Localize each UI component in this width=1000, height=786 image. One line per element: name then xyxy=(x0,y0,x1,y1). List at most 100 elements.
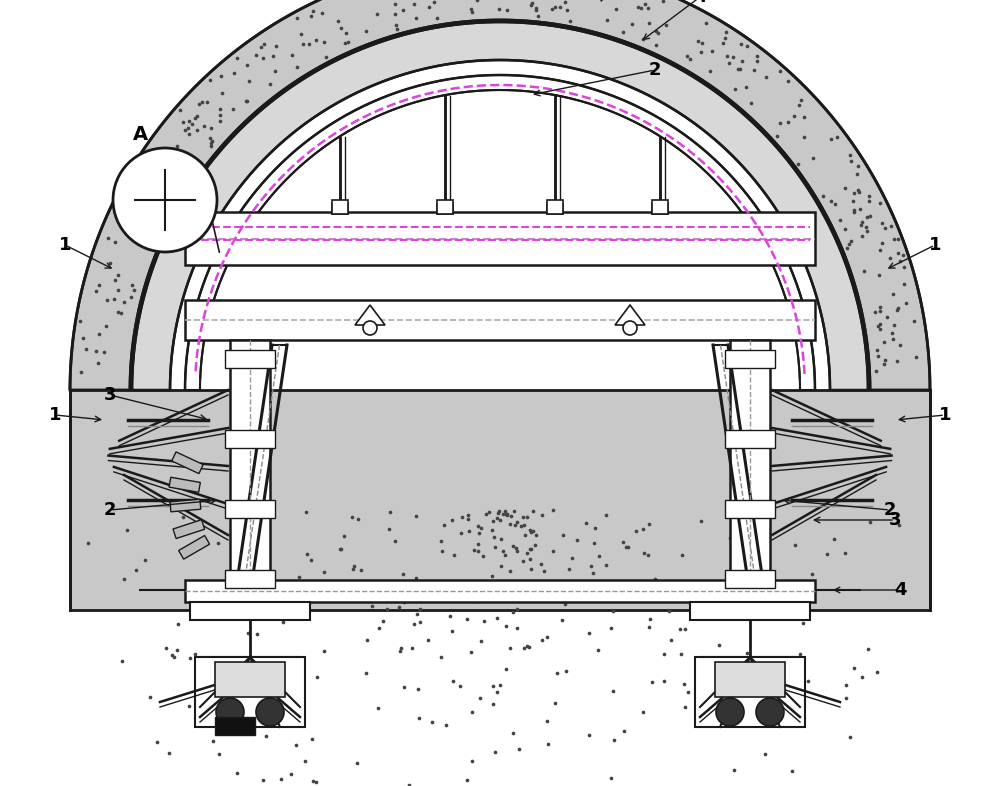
Point xyxy=(581,729,597,741)
Point xyxy=(379,603,395,615)
Point xyxy=(886,233,902,245)
Point xyxy=(218,580,234,593)
Point xyxy=(487,745,503,758)
Point xyxy=(110,269,126,281)
Point xyxy=(837,222,853,235)
Point xyxy=(650,0,666,2)
Point xyxy=(832,214,848,226)
Point xyxy=(704,45,720,57)
Point xyxy=(333,543,349,556)
Point xyxy=(838,678,854,691)
Point xyxy=(128,564,144,577)
Point xyxy=(382,0,398,2)
Point xyxy=(795,616,811,629)
Point xyxy=(515,555,531,567)
Point xyxy=(202,74,218,86)
Point xyxy=(842,149,858,162)
Point xyxy=(434,545,450,557)
Point xyxy=(826,533,842,545)
Point xyxy=(349,756,365,769)
Point xyxy=(889,303,905,316)
Point xyxy=(194,95,210,108)
Point xyxy=(564,552,580,564)
Point xyxy=(254,694,270,707)
Point xyxy=(412,602,428,615)
Point xyxy=(497,549,513,561)
Point xyxy=(134,188,150,200)
Point xyxy=(709,589,725,601)
Point xyxy=(100,232,116,244)
Point xyxy=(212,115,228,127)
Point xyxy=(890,247,906,259)
Point xyxy=(839,241,855,254)
Point xyxy=(358,667,374,679)
Point xyxy=(508,542,524,555)
Point xyxy=(137,554,153,567)
Point xyxy=(562,15,578,28)
Point xyxy=(255,52,271,64)
Point xyxy=(225,102,241,115)
Point xyxy=(502,518,518,531)
Point xyxy=(114,655,130,667)
Point xyxy=(124,279,140,292)
Point xyxy=(444,513,460,526)
Point xyxy=(473,634,489,647)
Point xyxy=(370,701,386,714)
Point xyxy=(420,634,436,646)
Point xyxy=(498,663,514,675)
Point xyxy=(401,779,417,786)
Point xyxy=(876,358,892,370)
Point xyxy=(540,738,556,751)
Point xyxy=(393,641,409,654)
Point xyxy=(507,519,523,531)
Point xyxy=(187,536,203,549)
Point xyxy=(890,302,906,314)
Point xyxy=(142,204,158,216)
Point xyxy=(585,592,601,604)
Point xyxy=(497,505,513,518)
Point xyxy=(301,38,317,50)
Point xyxy=(169,140,185,152)
Point xyxy=(239,58,255,71)
Point xyxy=(590,644,606,656)
Point xyxy=(648,39,664,51)
Point xyxy=(846,204,862,216)
Point xyxy=(139,163,155,176)
Point xyxy=(727,83,743,95)
Point xyxy=(578,517,594,530)
Point xyxy=(892,339,908,351)
Polygon shape xyxy=(615,305,645,325)
Point xyxy=(284,49,300,61)
Point xyxy=(872,323,888,336)
Point xyxy=(854,230,870,242)
Point xyxy=(640,549,656,562)
Point xyxy=(211,660,227,673)
Point xyxy=(718,25,734,38)
Point xyxy=(536,565,552,578)
Bar xyxy=(172,452,203,474)
Point xyxy=(516,519,532,531)
Point xyxy=(598,509,614,521)
Circle shape xyxy=(256,698,284,726)
Point xyxy=(316,645,332,657)
Point xyxy=(102,256,118,269)
Point xyxy=(547,696,563,709)
Point xyxy=(530,9,546,22)
Point xyxy=(336,529,352,542)
Point xyxy=(490,507,506,520)
Point xyxy=(680,686,696,699)
Point xyxy=(655,0,671,7)
Point xyxy=(823,133,839,145)
Point xyxy=(856,264,872,277)
Point xyxy=(170,188,186,200)
Point xyxy=(389,23,405,35)
Point xyxy=(169,145,185,158)
Point xyxy=(166,651,182,663)
Point xyxy=(499,4,515,17)
Point xyxy=(896,261,912,274)
Point xyxy=(869,666,885,678)
Point xyxy=(371,622,387,634)
Point xyxy=(791,99,807,112)
Point xyxy=(633,2,649,14)
Point xyxy=(640,2,656,14)
